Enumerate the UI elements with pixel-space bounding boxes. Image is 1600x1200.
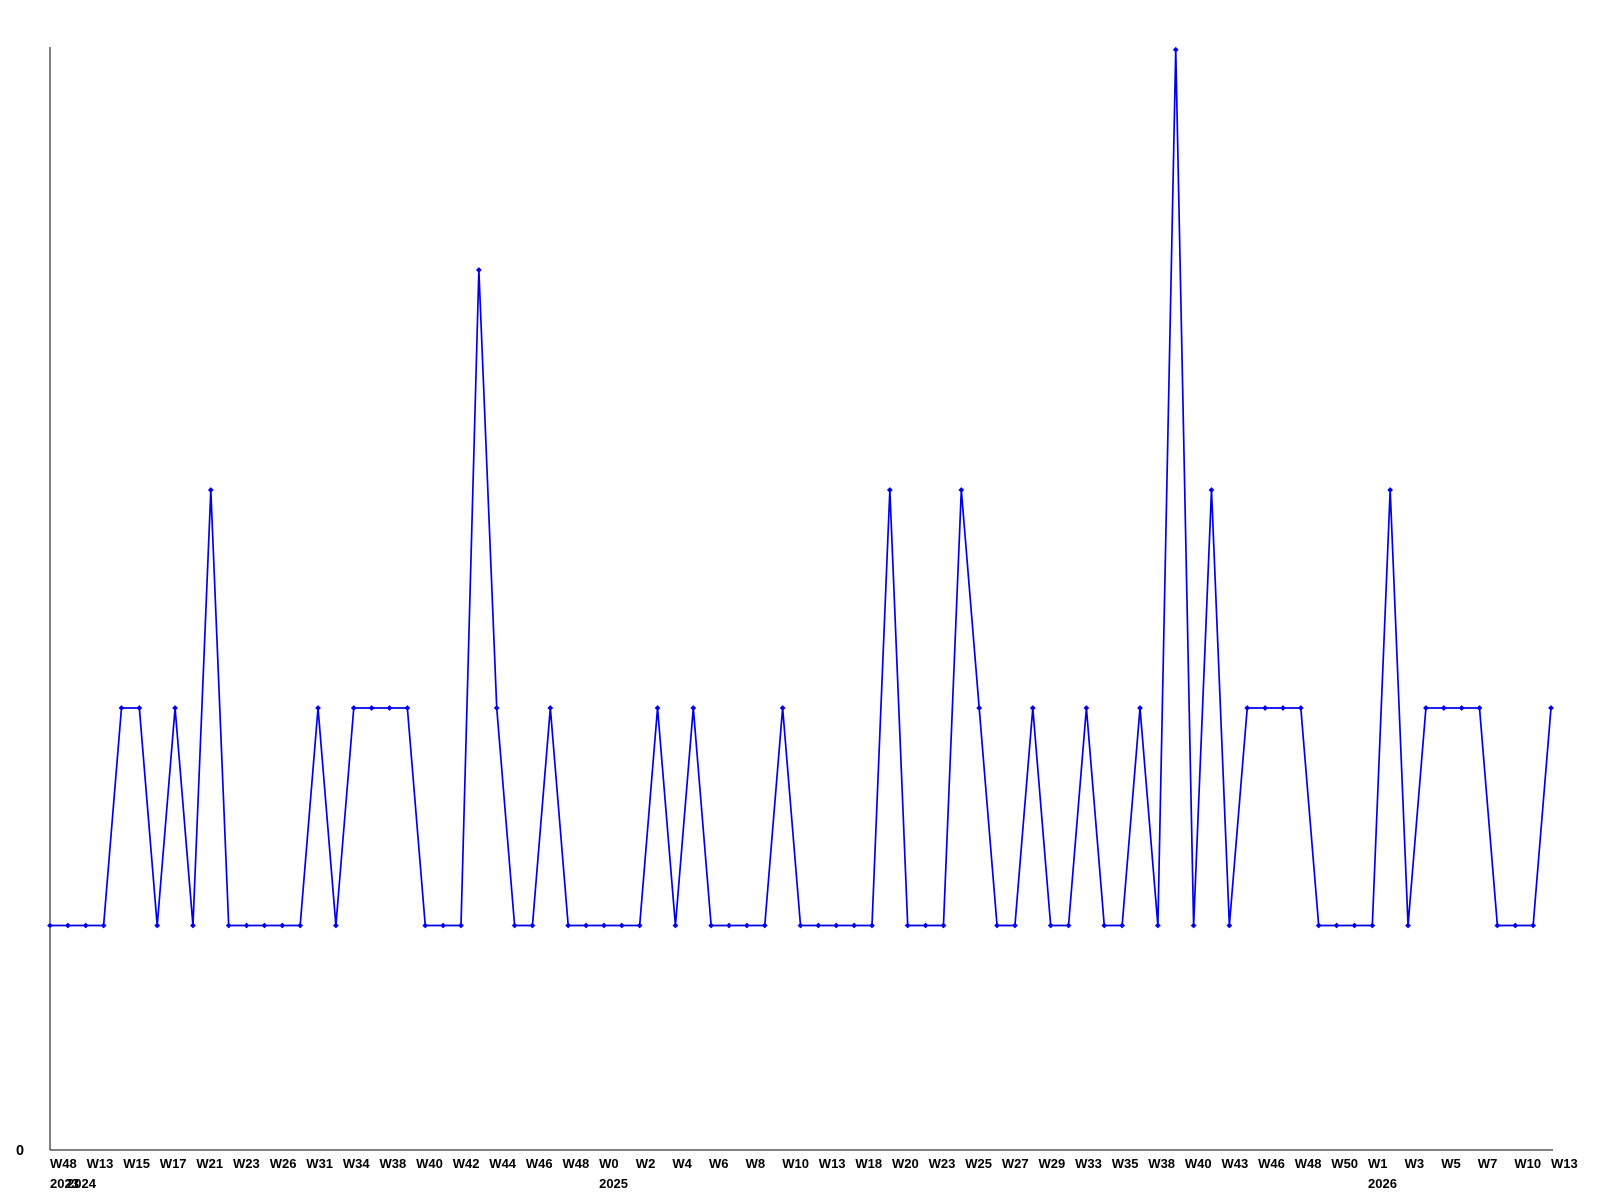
svg-text:W48: W48 — [1295, 1156, 1322, 1171]
svg-text:W13: W13 — [819, 1156, 846, 1171]
svg-text:W26: W26 — [270, 1156, 297, 1171]
svg-text:W42: W42 — [453, 1156, 480, 1171]
svg-text:W35: W35 — [1112, 1156, 1139, 1171]
svg-text:W46: W46 — [1258, 1156, 1285, 1171]
svg-text:W44: W44 — [489, 1156, 517, 1171]
svg-text:W8: W8 — [746, 1156, 766, 1171]
svg-text:W50: W50 — [1331, 1156, 1358, 1171]
svg-text:W40: W40 — [416, 1156, 443, 1171]
svg-text:W23: W23 — [233, 1156, 260, 1171]
svg-text:2025: 2025 — [599, 1176, 628, 1191]
svg-text:W18: W18 — [855, 1156, 882, 1171]
svg-text:W34: W34 — [343, 1156, 371, 1171]
svg-text:W38: W38 — [1148, 1156, 1175, 1171]
svg-text:W17: W17 — [160, 1156, 187, 1171]
svg-text:W48: W48 — [563, 1156, 590, 1171]
svg-text:W7: W7 — [1478, 1156, 1498, 1171]
svg-text:W29: W29 — [1039, 1156, 1066, 1171]
svg-text:W43: W43 — [1222, 1156, 1249, 1171]
svg-text:W13: W13 — [87, 1156, 114, 1171]
svg-text:W23: W23 — [929, 1156, 956, 1171]
svg-text:W27: W27 — [1002, 1156, 1029, 1171]
svg-text:W31: W31 — [306, 1156, 333, 1171]
svg-text:W21: W21 — [196, 1156, 223, 1171]
svg-text:W0: W0 — [599, 1156, 619, 1171]
svg-text:W4: W4 — [672, 1156, 692, 1171]
svg-text:W33: W33 — [1075, 1156, 1102, 1171]
svg-text:W48: W48 — [50, 1156, 77, 1171]
svg-text:2024: 2024 — [67, 1176, 97, 1191]
svg-text:W20: W20 — [892, 1156, 919, 1171]
svg-text:W40: W40 — [1185, 1156, 1212, 1171]
svg-text:W13: W13 — [1551, 1156, 1578, 1171]
svg-text:W2: W2 — [636, 1156, 656, 1171]
svg-text:W3: W3 — [1405, 1156, 1425, 1171]
svg-text:2026: 2026 — [1368, 1176, 1397, 1191]
svg-text:W25: W25 — [965, 1156, 992, 1171]
svg-text:W38: W38 — [380, 1156, 407, 1171]
svg-text:W10: W10 — [782, 1156, 809, 1171]
svg-text:W10: W10 — [1514, 1156, 1541, 1171]
svg-text:W5: W5 — [1441, 1156, 1461, 1171]
svg-text:0: 0 — [16, 1143, 24, 1159]
svg-text:W1: W1 — [1368, 1156, 1388, 1171]
svg-text:W15: W15 — [123, 1156, 150, 1171]
svg-text:W46: W46 — [526, 1156, 553, 1171]
svg-text:W6: W6 — [709, 1156, 729, 1171]
